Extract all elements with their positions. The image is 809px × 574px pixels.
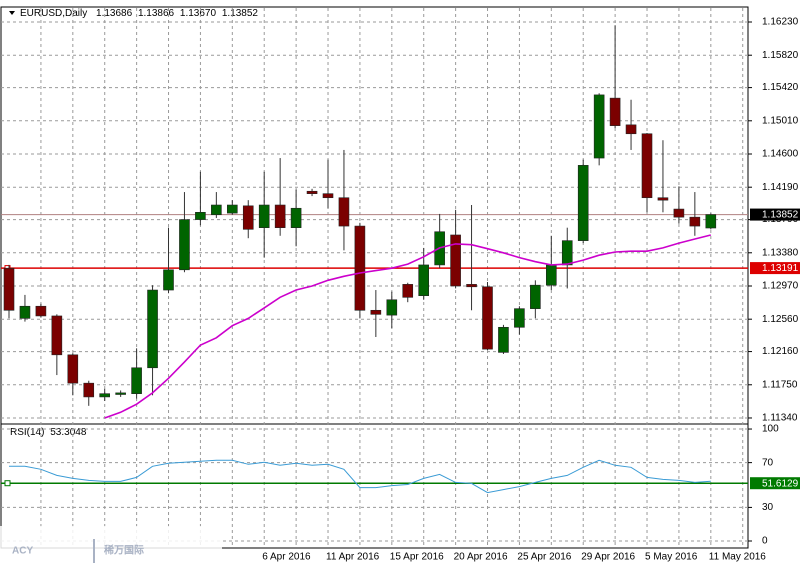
candle-body bbox=[514, 308, 525, 328]
candle-body bbox=[242, 205, 254, 230]
y-tick-label: 1.11750 bbox=[762, 379, 798, 390]
candle-body bbox=[306, 190, 318, 194]
candle-body bbox=[498, 326, 509, 353]
x-tick-label: 5 May 2016 bbox=[645, 552, 698, 563]
level-label-bg bbox=[750, 262, 800, 275]
y-tick-label: 1.13380 bbox=[762, 247, 799, 258]
candle-body bbox=[35, 305, 47, 317]
rsi-header: RSI(14) 53.3048 bbox=[10, 427, 87, 438]
candle-body bbox=[338, 197, 350, 227]
candle-body bbox=[545, 264, 557, 286]
y-tick-label: 100 bbox=[762, 424, 779, 435]
high-value: 1.13866 bbox=[138, 8, 175, 19]
y-tick-label: 1.16230 bbox=[762, 17, 799, 28]
level-label-bg bbox=[750, 477, 800, 490]
candle-body bbox=[99, 393, 110, 398]
watermark-name: 稀万国际 bbox=[104, 544, 144, 557]
candle-body bbox=[673, 208, 685, 218]
candle-body bbox=[705, 214, 717, 229]
y-tick-label: 1.15820 bbox=[762, 50, 799, 61]
candle-body bbox=[19, 305, 31, 319]
candle-body bbox=[482, 286, 493, 350]
moving-average bbox=[104, 234, 711, 419]
watermark-bg bbox=[0, 526, 222, 574]
x-tick-label: 11 May 2016 bbox=[709, 552, 767, 563]
x-tick-label: 6 Apr 2016 bbox=[262, 552, 311, 563]
y-tick-label: 1.14600 bbox=[762, 149, 799, 160]
y-tick-label: 1.12970 bbox=[762, 281, 799, 292]
y-tick-label: 70 bbox=[762, 457, 774, 468]
candle-body bbox=[386, 299, 398, 316]
candle-body bbox=[274, 204, 286, 228]
candle-body bbox=[466, 284, 477, 288]
y-tick-label: 1.14190 bbox=[762, 182, 799, 193]
x-tick-label: 15 Apr 2016 bbox=[390, 552, 444, 563]
candle-body bbox=[625, 124, 637, 135]
x-tick-label: 11 Apr 2016 bbox=[326, 552, 380, 563]
symbol: EURUSD,Daily bbox=[20, 8, 87, 19]
candle-body bbox=[211, 204, 222, 216]
candle-body bbox=[67, 354, 79, 384]
x-tick-label: 20 Apr 2016 bbox=[454, 552, 508, 563]
current-price-label-bg bbox=[750, 208, 800, 221]
candle-body bbox=[609, 97, 621, 126]
rsi-line bbox=[9, 459, 711, 494]
candle-body bbox=[402, 284, 414, 298]
current-price-label: 1.13852 bbox=[762, 210, 799, 221]
candle-body bbox=[83, 382, 95, 398]
low-value: 1.13670 bbox=[180, 8, 217, 19]
candle-body bbox=[115, 392, 126, 395]
candle-body bbox=[593, 94, 605, 159]
candle-body bbox=[657, 197, 669, 201]
y-tick-label: 1.15010 bbox=[762, 115, 799, 126]
candle-body bbox=[418, 264, 430, 297]
chart-frame bbox=[0, 6, 749, 549]
candle-body bbox=[227, 204, 238, 214]
header-arrow bbox=[9, 11, 15, 15]
candle-body bbox=[689, 216, 701, 227]
y-tick-label: 1.11340 bbox=[762, 413, 798, 424]
candle-body bbox=[450, 234, 461, 287]
x-tick-label: 25 Apr 2016 bbox=[517, 552, 571, 563]
x-tick-label: 29 Apr 2016 bbox=[581, 552, 635, 563]
y-tick-label: 1.15420 bbox=[762, 82, 799, 93]
candle-body bbox=[258, 204, 270, 228]
candle-body bbox=[530, 284, 541, 309]
close-value: 1.13852 bbox=[222, 8, 259, 19]
y-tick-label: 1.12560 bbox=[762, 314, 799, 325]
candle-body bbox=[51, 315, 63, 356]
rsi-title: RSI(14) bbox=[10, 427, 44, 438]
rsi-value: 53.3048 bbox=[50, 427, 87, 438]
candle-body bbox=[147, 289, 158, 369]
level-handle bbox=[4, 480, 11, 487]
chart-header: EURUSD,Daily 1.13686 1.13866 1.13670 1.1… bbox=[20, 8, 258, 19]
watermark-brand: ACY bbox=[12, 546, 33, 557]
candle-body bbox=[641, 133, 653, 199]
y-tick-label: 0 bbox=[762, 536, 768, 547]
y-tick-label: 30 bbox=[762, 502, 774, 513]
level-label: 1.13191 bbox=[762, 263, 799, 274]
y-tick-label: 1.12160 bbox=[762, 346, 799, 357]
candle-body bbox=[163, 269, 174, 291]
candle-body bbox=[322, 193, 334, 199]
candle-body bbox=[195, 212, 206, 220]
open-value: 1.13686 bbox=[96, 8, 133, 19]
candle-body bbox=[179, 219, 190, 271]
candle-body bbox=[370, 309, 382, 315]
candle-body bbox=[561, 240, 573, 266]
level-label: 51.6129 bbox=[762, 478, 799, 489]
candle-body bbox=[290, 207, 302, 228]
candle-body bbox=[354, 225, 366, 311]
candle-body bbox=[131, 367, 142, 394]
candle-body bbox=[577, 165, 589, 241]
candle-body bbox=[3, 267, 15, 311]
